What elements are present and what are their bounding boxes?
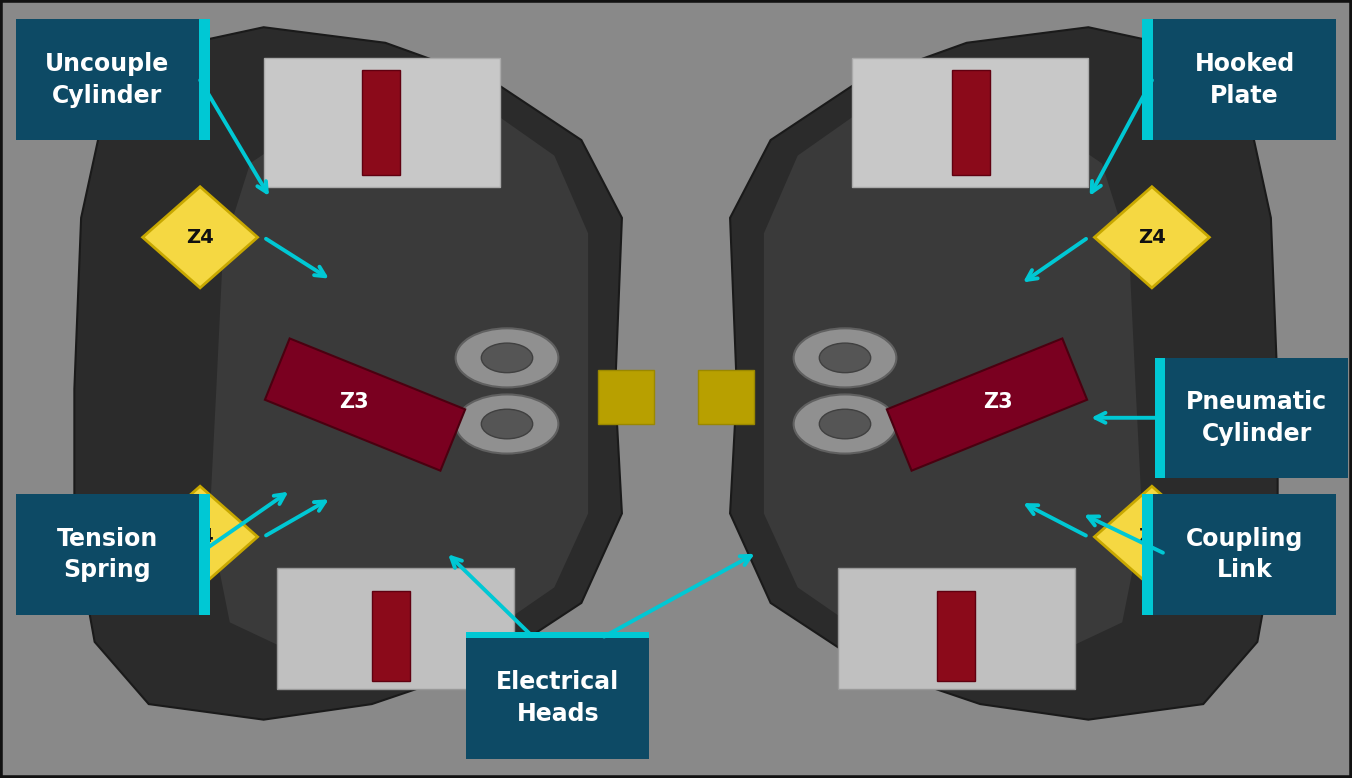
Bar — [698, 370, 754, 424]
Text: Z4: Z4 — [1138, 228, 1165, 247]
Bar — [1155, 358, 1165, 478]
Text: Electrical
Heads: Electrical Heads — [496, 671, 619, 726]
Bar — [16, 494, 199, 615]
Polygon shape — [887, 338, 1087, 471]
Circle shape — [819, 409, 871, 439]
Bar — [1165, 358, 1348, 478]
Text: Uncouple
Cylinder: Uncouple Cylinder — [46, 52, 169, 107]
Bar — [199, 19, 210, 140]
Bar — [952, 70, 990, 175]
Text: Pneumatic
Cylinder: Pneumatic Cylinder — [1186, 391, 1328, 446]
Circle shape — [794, 328, 896, 387]
Bar — [838, 568, 1075, 689]
Bar — [466, 632, 649, 638]
Text: Coupling
Link: Coupling Link — [1186, 527, 1303, 582]
Bar — [1153, 494, 1336, 615]
Polygon shape — [1095, 486, 1209, 587]
Bar — [362, 70, 400, 175]
Text: Z4: Z4 — [187, 527, 214, 546]
Text: Z4: Z4 — [187, 228, 214, 247]
Polygon shape — [74, 27, 622, 720]
Polygon shape — [764, 97, 1142, 657]
Bar — [199, 494, 210, 615]
Polygon shape — [265, 338, 465, 471]
Text: Z3: Z3 — [339, 392, 369, 412]
Bar — [1142, 19, 1153, 140]
Text: Z3: Z3 — [983, 392, 1013, 412]
Bar — [372, 591, 410, 681]
Bar — [598, 370, 654, 424]
Bar — [1153, 19, 1336, 140]
Circle shape — [481, 343, 533, 373]
Circle shape — [794, 394, 896, 454]
Bar — [852, 58, 1088, 187]
Bar — [937, 591, 975, 681]
Text: Z4: Z4 — [1138, 527, 1165, 546]
Text: Hooked
Plate: Hooked Plate — [1194, 52, 1295, 107]
Circle shape — [481, 409, 533, 439]
Polygon shape — [730, 27, 1278, 720]
Bar — [466, 638, 649, 759]
Bar — [277, 568, 514, 689]
Bar — [1142, 494, 1153, 615]
Circle shape — [819, 343, 871, 373]
Bar — [16, 19, 199, 140]
Bar — [264, 58, 500, 187]
Polygon shape — [210, 97, 588, 657]
Polygon shape — [1095, 187, 1209, 288]
Circle shape — [456, 328, 558, 387]
Polygon shape — [142, 486, 257, 587]
Polygon shape — [142, 187, 257, 288]
Circle shape — [456, 394, 558, 454]
Text: Tension
Spring: Tension Spring — [57, 527, 158, 582]
